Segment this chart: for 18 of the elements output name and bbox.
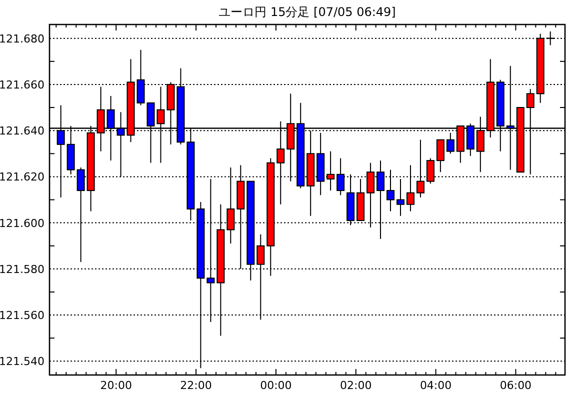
- y-tick-label: 121.680: [0, 32, 44, 46]
- y-tick-label: 121.600: [0, 216, 44, 230]
- y-tick-label: 121.640: [0, 124, 44, 138]
- x-tick-label: 02:00: [340, 379, 372, 392]
- x-tick-label: 04:00: [420, 379, 452, 392]
- x-tick-label: 20:00: [100, 379, 132, 392]
- x-tick-label: 06:00: [500, 379, 532, 392]
- chart-title: ユーロ円 15分足 [07/05 06:49]: [218, 5, 396, 19]
- candlestick: [436, 139, 444, 173]
- y-tick-label: 121.660: [0, 78, 44, 92]
- candlestick: [446, 132, 454, 154]
- candlestick: [396, 178, 404, 216]
- x-tick-label: 00:00: [260, 379, 292, 392]
- y-tick-label: 121.620: [0, 170, 44, 184]
- x-tick-label: 22:00: [180, 379, 212, 392]
- y-tick-label: 121.540: [0, 355, 44, 368]
- y-tick-label: 121.580: [0, 262, 44, 276]
- y-tick-label: 121.560: [0, 309, 44, 322]
